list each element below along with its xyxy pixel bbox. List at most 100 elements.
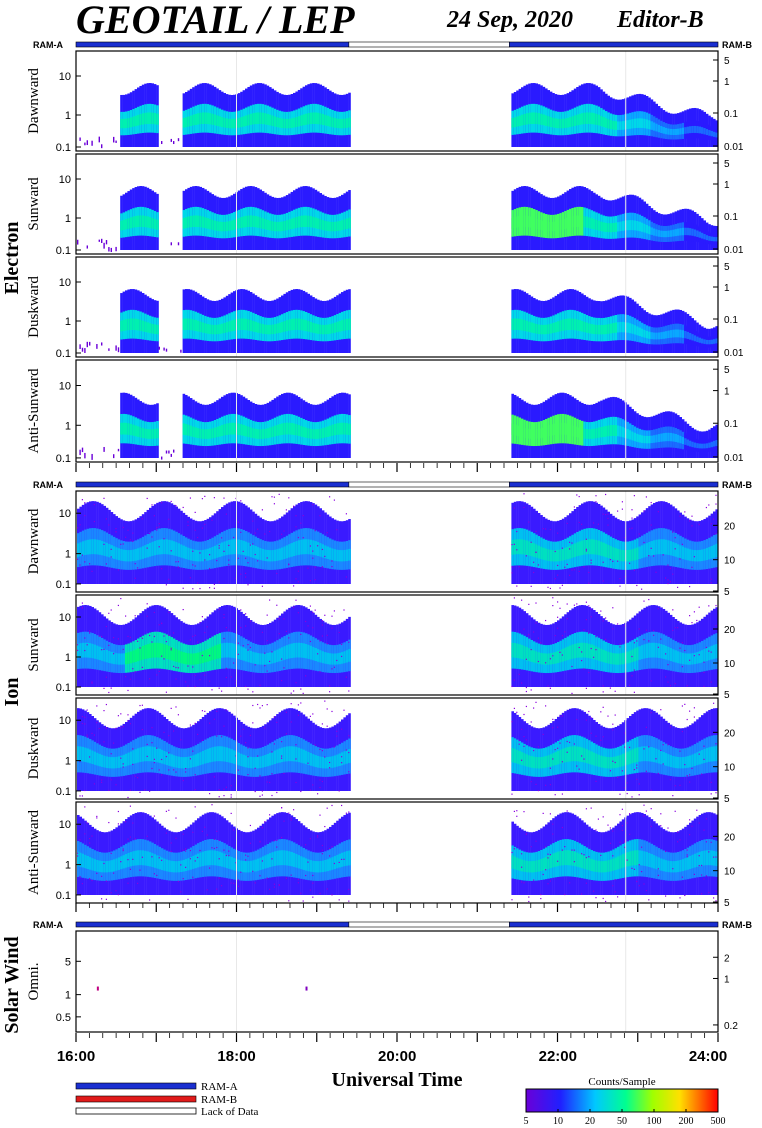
legend-swatch-lack-of-data [75, 1107, 197, 1115]
mode-segment [75, 921, 350, 928]
left-tick-label: 0.1 [56, 579, 71, 591]
right-tick-label: 1 [724, 180, 730, 191]
mode-segment [348, 921, 510, 928]
right-tick-label: 1 [724, 974, 730, 985]
x-tick-label-2200: 22:00 [539, 1048, 577, 1065]
panel-label-ion-sunward: Sunward [26, 618, 42, 672]
right-tick-label: 20 [724, 521, 736, 532]
left-tick-label: 0.1 [56, 245, 71, 257]
panel-label-electron-sunward: Sunward [26, 177, 42, 231]
mode-segment [348, 481, 510, 488]
colorbar-tick-label: 10 [553, 1116, 563, 1127]
panel-frame [75, 359, 719, 463]
right-tick-label: 0.01 [724, 453, 744, 464]
spectrogram-ion-duskward [77, 700, 718, 799]
legend-label-lack-of-data: Lack of Data [201, 1106, 259, 1118]
spectrogram-electron-dawnward [79, 83, 718, 149]
mode-bar-left-label: RAM-A [33, 480, 63, 490]
panel-label-electron-anti-sunward: Anti-Sunward [26, 368, 42, 453]
legend-swatch-ram-a [75, 1082, 197, 1090]
right-tick-label: 5 [724, 898, 730, 909]
left-tick-label: 1 [65, 549, 71, 561]
left-tick-label: 10 [59, 508, 71, 520]
mode-segment [75, 41, 350, 48]
panel-frame [75, 594, 719, 696]
left-tick-label: 10 [59, 381, 71, 393]
right-tick-label: 0.01 [724, 142, 744, 153]
left-tick-label: 0.1 [56, 348, 71, 360]
left-tick-label: 1 [65, 756, 71, 768]
x-tick-label-2000: 20:00 [378, 1048, 416, 1065]
panel-frame [75, 930, 719, 1033]
left-tick-label: 10 [59, 71, 71, 83]
panel-label-ion-dawnward: Dawnward [26, 508, 42, 574]
colorbar-tick-label: 50 [617, 1116, 627, 1127]
right-tick-label: 10 [724, 556, 736, 567]
right-tick-label: 10 [724, 659, 736, 670]
spectrogram-ion-dawnward [77, 493, 718, 590]
right-tick-label: 5 [724, 587, 730, 598]
panel-frame [75, 50, 719, 152]
mode-segment [509, 921, 719, 928]
left-tick-label: 1 [65, 652, 71, 664]
mode-legend: RAM-A RAM-B Lack of Data [75, 1081, 259, 1118]
right-tick-label: 10 [724, 867, 736, 878]
right-tick-label: 5 [724, 159, 730, 170]
colorbar-gradient [525, 1088, 719, 1113]
left-tick-label: 10 [59, 277, 71, 289]
right-tick-label: 20 [724, 832, 736, 843]
spectrogram-electron-anti-sunward [79, 392, 718, 460]
panel-label-ion-anti-sunward: Anti-Sunward [26, 810, 42, 895]
left-tick-label: 1 [65, 990, 71, 1002]
mode-bar-right-label: RAM-B [722, 920, 752, 930]
spectrogram-electron-sunward [77, 186, 718, 253]
mode-segment [509, 41, 719, 48]
legend-label-ram-a: RAM-A [201, 1081, 238, 1093]
colorbar-tick-label: 20 [585, 1116, 595, 1127]
left-tick-label: 0.1 [56, 142, 71, 154]
mode-segment [75, 481, 350, 488]
right-tick-label: 5 [724, 690, 730, 701]
left-tick-label: 1 [65, 213, 71, 225]
right-tick-label: 5 [724, 794, 730, 805]
right-tick-label: 0.1 [724, 419, 738, 430]
right-tick-label: 5 [724, 262, 730, 273]
left-tick-label: 0.1 [56, 890, 71, 902]
legend-label-ram-b: RAM-B [201, 1094, 237, 1106]
right-tick-label: 0.1 [724, 109, 738, 120]
left-tick-label: 10 [59, 715, 71, 727]
colorbar-tick-label: 100 [647, 1116, 662, 1127]
right-tick-label: 1 [724, 77, 730, 88]
colorbar: Counts/Sample 5 10 20 50 100 200 500 [524, 1076, 726, 1127]
group-label-electron: Electron [1, 222, 23, 295]
mode-segment [509, 481, 719, 488]
right-tick-label: 2 [724, 953, 730, 964]
right-tick-label: 5 [724, 56, 730, 67]
colorbar-title: Counts/Sample [588, 1076, 655, 1088]
spectrogram-electron-duskward [79, 289, 718, 353]
left-tick-label: 0.1 [56, 786, 71, 798]
panel-frame [75, 256, 719, 358]
left-tick-label: 5 [65, 956, 71, 968]
colorbar-tick-label: 500 [711, 1116, 726, 1127]
panel-frame [75, 153, 719, 255]
panels-layer: RAM-A RAM-B Dawnward 10 1 0.1 5 1 0.1 0.01 Sunward… [26, 40, 752, 1042]
panel-label-solar-wind-omni-: Omni. [26, 963, 42, 1001]
mode-bar-right-label: RAM-B [722, 40, 752, 50]
x-tick-label-1800: 18:00 [217, 1048, 255, 1065]
left-tick-label: 10 [59, 819, 71, 831]
left-tick-label: 1 [65, 860, 71, 872]
right-tick-label: 0.1 [724, 315, 738, 326]
panel-frame [75, 697, 719, 800]
panel-frame [75, 490, 719, 593]
spectrogram-ion-anti-sunward [77, 804, 718, 903]
right-tick-label: 1 [724, 283, 730, 294]
right-tick-label: 20 [724, 728, 736, 739]
right-tick-label: 5 [724, 365, 730, 376]
spectrogram-ion-sunward [77, 597, 718, 694]
left-tick-label: 0.1 [56, 682, 71, 694]
left-tick-label: 10 [59, 612, 71, 624]
mode-bar-left-label: RAM-A [33, 40, 63, 50]
spectrogram-solar-wind-omni- [96, 986, 308, 991]
